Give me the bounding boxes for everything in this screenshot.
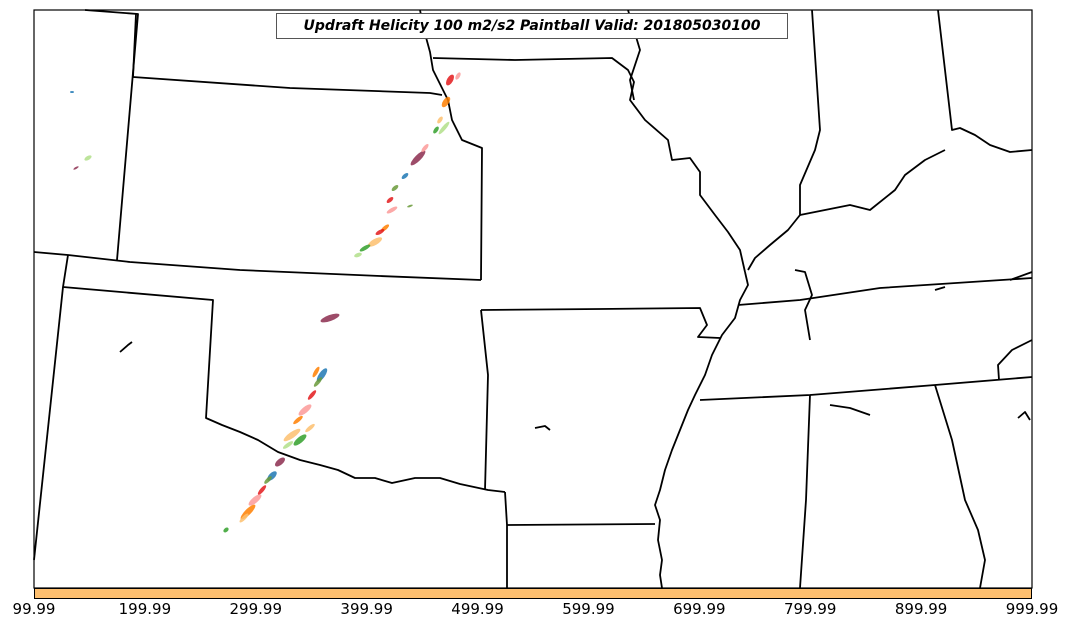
paintball-blob	[70, 91, 74, 93]
border-sd	[132, 13, 137, 78]
border-nm-az	[33, 286, 64, 561]
paintball-blob	[433, 126, 439, 134]
border-al-ga	[934, 384, 986, 589]
paintball-blob	[320, 313, 340, 323]
colorbar-tick-label: 699.99	[673, 600, 726, 618]
paintball-blob	[248, 494, 262, 506]
paintball-blob	[283, 428, 301, 442]
colorbar-tick-label: 999.99	[1005, 600, 1059, 618]
colorbar-tick-label: 599.99	[562, 600, 615, 618]
paintball-blob	[313, 377, 323, 387]
paintball-blob	[359, 244, 371, 252]
paintball-blob	[84, 155, 92, 161]
paintball-blob	[312, 366, 320, 378]
colorbar-tick-label: 199.99	[118, 600, 172, 618]
colorbar-tick-label: 899.99	[894, 600, 948, 618]
border-in-oh	[937, 9, 1033, 153]
paintball-blob	[438, 121, 450, 135]
colorbar-tick-label: 299.99	[229, 600, 283, 618]
paintball-blob	[223, 527, 229, 533]
colorbar-tick-label: 799.99	[783, 600, 837, 618]
paintball-blob	[375, 228, 385, 236]
paintball-blob	[293, 434, 307, 446]
paintball-blob	[391, 185, 399, 191]
paintball-blob	[275, 457, 285, 467]
border-iowa-mo	[432, 57, 746, 273]
paintball-blob	[307, 390, 317, 400]
border-ar-la	[506, 523, 656, 526]
paintball-blob	[441, 96, 451, 108]
border-tn-south	[699, 376, 1033, 401]
paintball-blob	[407, 204, 413, 208]
state-borders	[33, 9, 1033, 589]
border-ok-tx	[62, 254, 506, 493]
border-ms-al	[799, 394, 811, 589]
paintball-blob	[386, 197, 394, 203]
paintball-blob	[437, 116, 443, 124]
border-ohio-river	[799, 149, 946, 216]
colorbar-tick-label: 399.99	[340, 600, 393, 618]
paintball-blob	[257, 485, 267, 495]
border-ok-ar	[480, 309, 489, 491]
border-ky-tn	[737, 277, 1033, 306]
paintball-blob	[367, 237, 383, 247]
paintball-blob	[264, 476, 272, 484]
paintball-blob	[239, 513, 249, 523]
paintball-blob	[298, 404, 312, 416]
border-ky-va	[1009, 271, 1033, 281]
border-missouri-river	[419, 9, 483, 281]
lake-nm	[119, 341, 133, 353]
paintball-blob	[455, 72, 461, 80]
paintball-blob	[73, 166, 79, 170]
border-co-ks-south	[33, 251, 482, 281]
paintball-blob	[401, 173, 409, 179]
map-title: Updraft Helicity 100 m2/s2 Paintball Val…	[276, 13, 788, 39]
paintball-swaths	[70, 72, 461, 533]
paintball-blob	[410, 150, 426, 166]
paintball-blob	[305, 423, 315, 433]
lake-ky	[934, 286, 946, 291]
colorbar-tick-label: 499.99	[451, 600, 504, 618]
paintball-blob	[446, 74, 454, 86]
colorbar-tick-label: 99.99	[12, 600, 56, 618]
border-wy-co	[84, 9, 139, 261]
lake-ga	[1017, 411, 1031, 421]
map-frame	[33, 9, 1033, 589]
colorbar	[34, 588, 1032, 599]
paintball-blob	[421, 143, 429, 153]
border-ne-ks	[132, 76, 443, 96]
paintball-blob	[354, 252, 362, 258]
border-mississippi-river	[654, 271, 749, 589]
paintball-blob	[293, 415, 303, 425]
border-mo-ar	[480, 307, 721, 339]
paintball-blob	[386, 206, 398, 214]
kentucky-lake	[794, 269, 813, 341]
lake-ar	[534, 425, 551, 431]
paintball-blob	[282, 441, 294, 449]
lake-al	[829, 404, 871, 416]
border-tn-nc	[997, 339, 1033, 381]
